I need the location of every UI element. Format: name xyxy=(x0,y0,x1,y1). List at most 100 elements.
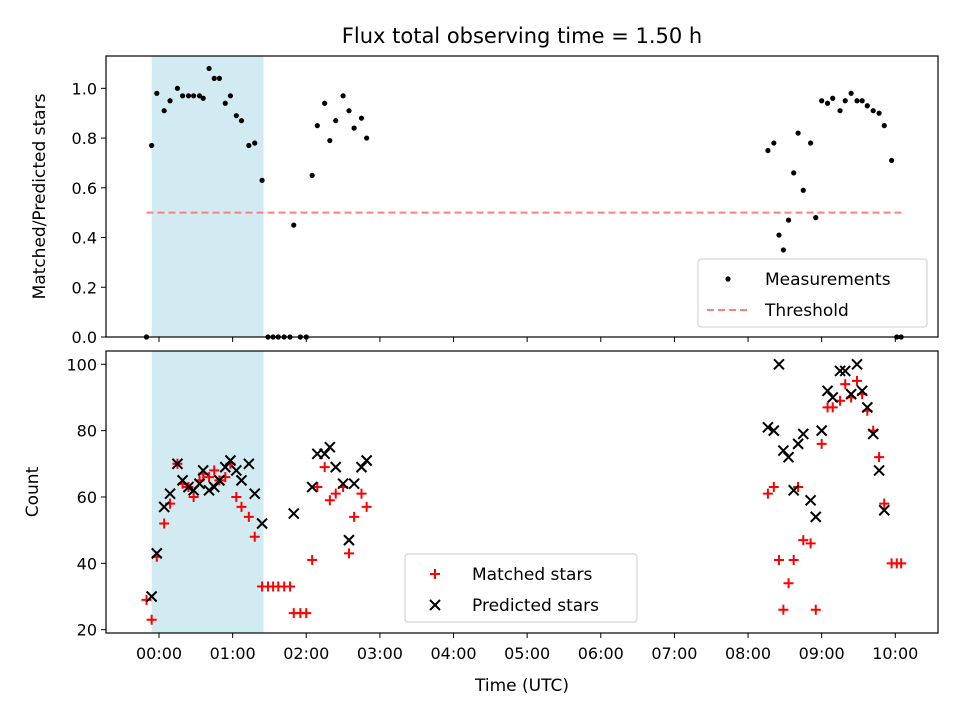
y-tick-label: 0.6 xyxy=(72,179,97,198)
predicted-star-point xyxy=(360,454,373,467)
measurement-point xyxy=(364,135,370,141)
predicted-star-point xyxy=(777,444,790,457)
x-tick-label: 05:00 xyxy=(504,644,550,663)
measurement-point xyxy=(327,137,333,144)
predicted-star-point xyxy=(792,438,804,450)
measurement-point xyxy=(830,95,836,101)
measurement-point xyxy=(291,222,297,228)
predicted-star-point xyxy=(256,517,268,530)
matched-star-point xyxy=(361,501,372,512)
matched-star-point xyxy=(243,511,254,522)
predicted-star-point xyxy=(151,547,163,560)
x-tick-label: 09:00 xyxy=(799,644,845,663)
predicted-star-point xyxy=(787,484,800,497)
legend-label: Measurements xyxy=(765,270,891,290)
predicted-star-point xyxy=(856,385,868,397)
legend-label: Threshold xyxy=(764,301,849,321)
x-tick-label: 07:00 xyxy=(651,644,697,663)
matched-star-point xyxy=(773,555,784,566)
measurement-point xyxy=(206,65,212,72)
matched-star-point xyxy=(810,604,821,615)
matched-star-point xyxy=(249,531,260,542)
predicted-star-point xyxy=(145,590,158,603)
predicted-star-point xyxy=(834,365,846,377)
shaded-interval xyxy=(151,56,264,337)
measurement-point xyxy=(791,170,797,176)
measurement-point xyxy=(859,98,865,104)
y-axis-label: Count xyxy=(23,466,43,517)
y-tick-label: 40 xyxy=(77,554,97,573)
matched-star-point xyxy=(231,491,242,502)
measurement-point xyxy=(881,123,887,129)
predicted-star-point xyxy=(878,504,890,516)
legend-label: Matched stars xyxy=(472,565,592,585)
y-tick-label: 1.0 xyxy=(72,79,97,98)
x-tick-label: 02:00 xyxy=(283,644,329,663)
x-tick-label: 00:00 xyxy=(136,644,182,663)
measurement-point xyxy=(785,217,792,223)
predicted-star-point xyxy=(821,385,834,397)
predicted-star-point xyxy=(243,458,255,470)
predicted-star-point xyxy=(219,461,231,473)
matched-star-point xyxy=(307,555,318,566)
y-axis-label: Matched/Predicted stars xyxy=(30,93,50,299)
matched-star-point xyxy=(159,518,170,529)
predicted-star-point xyxy=(762,421,774,434)
measurement-point xyxy=(167,98,173,104)
measurement-point xyxy=(795,130,801,136)
predicted-star-point xyxy=(197,464,209,477)
measurement-point xyxy=(252,140,258,146)
legend-label: Predicted stars xyxy=(472,596,599,616)
chart-title: Flux total observing time = 1.50 h xyxy=(342,24,702,48)
predicted-star-point xyxy=(164,487,176,500)
predicted-star-point xyxy=(348,477,360,490)
measurement-point xyxy=(233,113,239,119)
measurement-point xyxy=(314,123,320,129)
measurement-point xyxy=(776,232,782,238)
measurement-point xyxy=(854,98,860,104)
predicted-star-point xyxy=(288,507,300,520)
measurement-point xyxy=(848,90,854,96)
measurement-point xyxy=(765,147,771,154)
predicted-star-point xyxy=(773,358,785,370)
measurement-point xyxy=(358,115,365,121)
predicted-star-point xyxy=(873,464,885,477)
predicted-star-point xyxy=(810,511,822,523)
measurement-point xyxy=(800,187,806,193)
y-tick-label: 80 xyxy=(77,422,97,441)
y-tick-label: 60 xyxy=(77,488,97,507)
predicted-star-point xyxy=(158,501,170,513)
matched-star-point xyxy=(236,501,247,512)
legend-dot-icon xyxy=(725,276,731,282)
measurement-point xyxy=(246,142,252,149)
predicted-star-point xyxy=(193,477,206,490)
measurement-point xyxy=(842,98,848,104)
predicted-star-point xyxy=(768,424,780,437)
matched-star-point xyxy=(146,614,157,625)
predicted-star-point xyxy=(827,391,839,404)
predicted-star-point xyxy=(224,454,237,467)
measurement-point xyxy=(238,118,245,124)
predicted-star-point xyxy=(343,534,355,546)
matched-star-point xyxy=(324,495,335,506)
predicted-star-point xyxy=(797,428,809,440)
measurement-point xyxy=(149,142,155,149)
measurement-point xyxy=(216,75,222,81)
matched-star-point xyxy=(141,594,152,605)
matched-star-point xyxy=(788,555,799,566)
matched-star-point xyxy=(816,438,827,449)
predicted-star-point xyxy=(249,487,261,500)
predicted-star-point xyxy=(337,477,349,490)
measurement-point xyxy=(346,108,352,114)
top-panel: 0.0 0.2 0.4 0.6 0.8 1.0 Matched/Predicted star… xyxy=(30,55,939,347)
measurement-point xyxy=(174,85,181,91)
matched-star-point xyxy=(896,558,907,569)
predicted-star-point xyxy=(182,481,195,493)
y-tick-label: 100 xyxy=(66,355,97,374)
predicted-star-point xyxy=(839,365,851,377)
measurement-point xyxy=(161,108,167,114)
measurement-point xyxy=(780,247,786,253)
legend-box xyxy=(697,258,928,328)
measurement-point xyxy=(200,95,206,101)
measurement-point xyxy=(309,172,315,178)
